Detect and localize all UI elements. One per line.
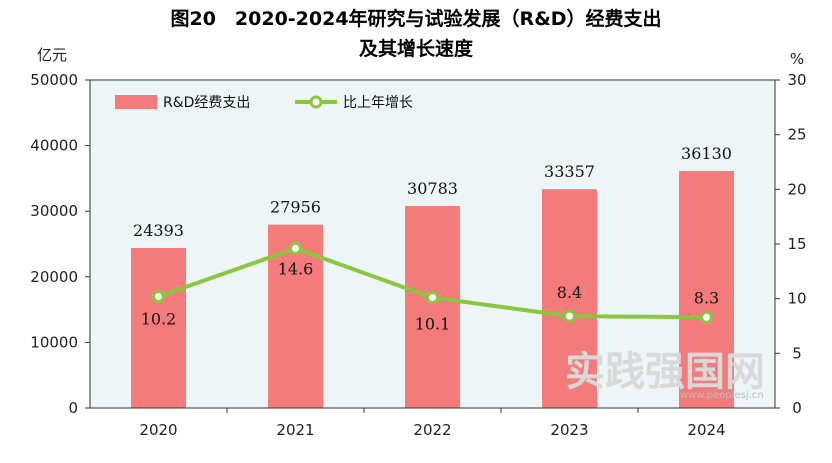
left-tick-label: 50000 [30,71,78,89]
legend-bar-label: R&D经费支出 [163,95,250,111]
bar-2020 [131,247,186,408]
bar-2023 [542,189,597,408]
growth-labels: 10.2 14.6 10.1 8.4 8.3 [141,259,720,333]
bar-label-2020: 24393 [133,221,184,240]
x-tick-label: 2023 [550,421,588,439]
chart-title-line1: 图20 2020-2024年研究与试验发展（R&D）经费支出 [170,8,662,30]
watermark-text: 实践强国网 [565,348,765,395]
left-tick-label: 0 [68,399,78,417]
left-tick-label: 10000 [30,333,78,351]
growth-label-2024: 8.3 [694,288,719,307]
bar-label-2022: 30783 [407,179,458,198]
right-axis-unit: % [790,50,804,68]
right-tick-label: 10 [787,290,806,308]
x-tick-label: 2021 [276,421,314,439]
chart-title-line2: 及其增长速度 [358,38,473,60]
growth-point-2023 [563,309,576,323]
growth-points [152,241,713,324]
x-tick-label: 2020 [139,421,177,439]
growth-point-2021 [289,241,302,255]
right-tick-label: 20 [787,180,806,198]
left-axis-unit: 亿元 [37,46,67,64]
right-tick-label: 0 [792,399,802,417]
growth-label-2020: 10.2 [141,309,177,328]
right-tick-label: 5 [792,344,802,362]
axes: 0 10000 20000 30000 40000 50000 0 5 10 15 20 25 30 20… [30,71,806,439]
growth-label-2021: 14.6 [278,259,314,278]
legend-line-label: 比上年增长 [343,95,413,111]
bar-2022 [405,206,460,408]
x-tick-label: 2024 [687,421,725,439]
chart-title: 图20 2020-2024年研究与试验发展（R&D）经费支出 及其增长速度 [0,4,832,64]
right-tick-label: 25 [787,126,806,144]
growth-label-2022: 10.1 [415,315,451,334]
growth-point-2020 [152,289,165,303]
growth-point-2024 [700,310,713,324]
bar-labels: 24393 27956 30783 33357 36130 [133,144,732,240]
x-tick-label: 2022 [413,421,451,439]
watermark-logo: 实践强国网 www.peoplesj.cn [565,348,765,401]
bar-label-2023: 33357 [544,162,595,181]
watermark-url: www.peoplesj.cn [680,390,764,401]
right-tick-label: 15 [787,235,806,253]
legend: R&D经费支出 比上年增长 [115,95,413,111]
legend-line-marker [309,95,323,109]
growth-label-2023: 8.4 [557,283,582,302]
left-tick-label: 20000 [30,268,78,286]
legend-bar-swatch [115,95,157,109]
left-tick-label: 40000 [30,137,78,155]
bar-label-2021: 27956 [270,198,321,217]
bar-2024 [679,170,734,408]
growth-point-2022 [426,291,439,305]
left-tick-label: 30000 [30,202,78,220]
right-tick-label: 30 [787,71,806,89]
bar-label-2024: 36130 [681,144,732,163]
